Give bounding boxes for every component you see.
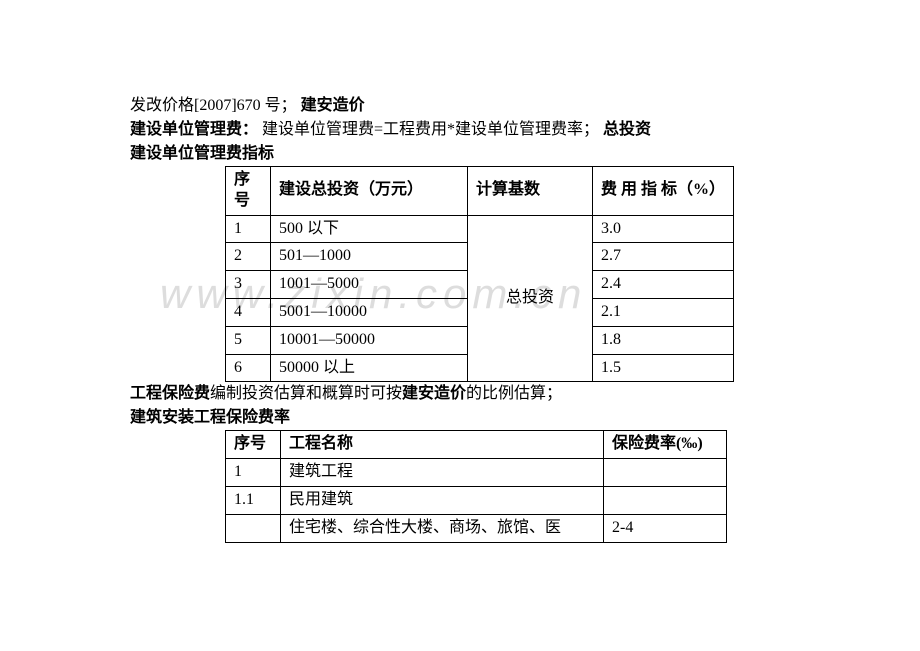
table-row: 序号 工程名称 保险费率(‰) xyxy=(226,431,727,459)
text-insurance-desc1: 编制投资估算和概算时可按 xyxy=(210,385,402,402)
cell-invest: 50000 以上 xyxy=(271,354,468,382)
table1-wrapper: 序号 建设总投资（万元） 计算基数 费 用 指 标（%） 1 500 以下 总投… xyxy=(225,166,790,382)
table2-wrapper: 序号 工程名称 保险费率(‰) 1 建筑工程 1.1 民用建筑 住宅楼、综合性大… xyxy=(225,430,790,542)
table-row: 1 建筑工程 xyxy=(226,459,727,487)
cell-name: 民用建筑 xyxy=(281,486,604,514)
cell-rate: 2.7 xyxy=(593,243,734,271)
text-mgmt-fee-label: 建设单位管理费： xyxy=(130,121,258,138)
text-jianan: 建安造价 xyxy=(301,97,365,114)
cell-rate: 2-4 xyxy=(604,514,727,542)
cell-seq: 1 xyxy=(226,215,271,243)
cell-seq: 6 xyxy=(226,354,271,382)
cell-basis: 总投资 xyxy=(468,215,593,382)
table-header-rate: 费 用 指 标（%） xyxy=(593,167,734,216)
table-row: 1 500 以下 总投资 3.0 xyxy=(226,215,734,243)
cell-seq: 4 xyxy=(226,298,271,326)
paragraph-1: 发改价格[2007]670 号； 建安造价 xyxy=(130,94,790,118)
table-header-seq: 序号 xyxy=(226,167,271,216)
mgmt-fee-table: 序号 建设总投资（万元） 计算基数 费 用 指 标（%） 1 500 以下 总投… xyxy=(225,166,734,382)
table-row: 1.1 民用建筑 xyxy=(226,486,727,514)
text-ref-code: 发改价格[2007]670 号； xyxy=(130,97,297,114)
insurance-rate-table: 序号 工程名称 保险费率(‰) 1 建筑工程 1.1 民用建筑 住宅楼、综合性大… xyxy=(225,430,727,542)
table-row: 住宅楼、综合性大楼、商场、旅馆、医 2-4 xyxy=(226,514,727,542)
cell-rate: 1.8 xyxy=(593,326,734,354)
cell-name: 住宅楼、综合性大楼、商场、旅馆、医 xyxy=(281,514,604,542)
heading-insurance-rate: 建筑安装工程保险费率 xyxy=(130,406,790,430)
table-header-seq: 序号 xyxy=(226,431,281,459)
cell-rate xyxy=(604,486,727,514)
table-header-basis: 计算基数 xyxy=(468,167,593,216)
cell-seq: 5 xyxy=(226,326,271,354)
table-row: 序号 建设总投资（万元） 计算基数 费 用 指 标（%） xyxy=(226,167,734,216)
table-header-invest: 建设总投资（万元） xyxy=(271,167,468,216)
text-insurance-desc2: 的比例估算； xyxy=(466,385,562,402)
heading-mgmt-fee-index: 建设单位管理费指标 xyxy=(130,142,790,166)
cell-seq: 2 xyxy=(226,243,271,271)
cell-seq: 1 xyxy=(226,459,281,487)
cell-name: 建筑工程 xyxy=(281,459,604,487)
text-insurance-label: 工程保险费 xyxy=(130,385,210,402)
cell-seq: 3 xyxy=(226,271,271,299)
text-mgmt-fee-formula: 建设单位管理费=工程费用*建设单位管理费率； xyxy=(262,121,599,138)
table-header-rate: 保险费率(‰) xyxy=(604,431,727,459)
cell-rate: 3.0 xyxy=(593,215,734,243)
cell-invest: 10001—50000 xyxy=(271,326,468,354)
paragraph-2: 建设单位管理费： 建设单位管理费=工程费用*建设单位管理费率； 总投资 xyxy=(130,118,790,142)
cell-rate xyxy=(604,459,727,487)
document-content: 发改价格[2007]670 号； 建安造价 建设单位管理费： 建设单位管理费=工… xyxy=(0,0,920,543)
table-header-name: 工程名称 xyxy=(281,431,604,459)
paragraph-3: 工程保险费编制投资估算和概算时可按建安造价的比例估算； xyxy=(130,382,790,406)
cell-seq xyxy=(226,514,281,542)
cell-invest: 501—1000 xyxy=(271,243,468,271)
text-jianan2: 建安造价 xyxy=(402,385,466,402)
cell-rate: 1.5 xyxy=(593,354,734,382)
cell-invest: 1001—5000 xyxy=(271,271,468,299)
cell-invest: 500 以下 xyxy=(271,215,468,243)
cell-seq: 1.1 xyxy=(226,486,281,514)
text-total-invest: 总投资 xyxy=(603,121,651,138)
cell-rate: 2.4 xyxy=(593,271,734,299)
cell-invest: 5001—10000 xyxy=(271,298,468,326)
cell-rate: 2.1 xyxy=(593,298,734,326)
